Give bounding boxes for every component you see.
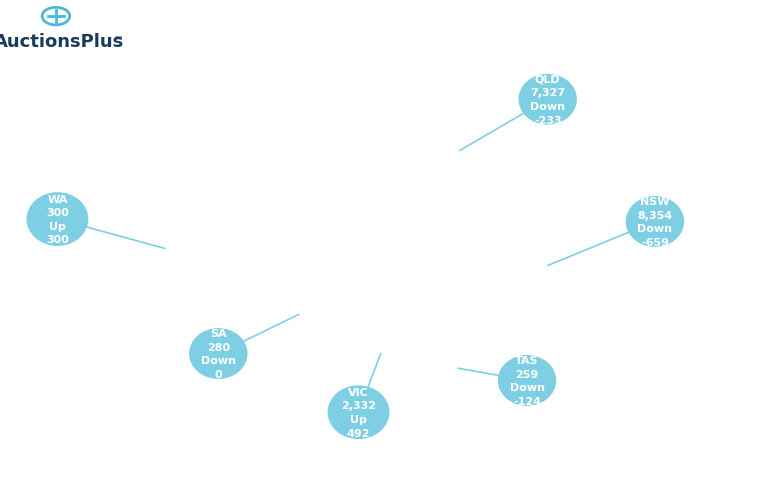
Text: AuctionsPlus: AuctionsPlus xyxy=(0,33,124,50)
Ellipse shape xyxy=(626,197,684,247)
Ellipse shape xyxy=(519,75,577,125)
Text: TAS
259
Down
-124: TAS 259 Down -124 xyxy=(509,355,545,406)
Text: SA
280
Down
0: SA 280 Down 0 xyxy=(201,328,236,379)
Text: QLD
7,327
Down
-233: QLD 7,327 Down -233 xyxy=(530,75,565,125)
Text: VIC
2,332
Up
492: VIC 2,332 Up 492 xyxy=(341,387,376,438)
Text: WA
300
Up
300: WA 300 Up 300 xyxy=(46,194,69,245)
Ellipse shape xyxy=(498,355,556,406)
Text: ™: ™ xyxy=(113,35,123,44)
Text: NSW
8,354
Down
-659: NSW 8,354 Down -659 xyxy=(637,197,673,247)
Ellipse shape xyxy=(27,193,88,246)
Ellipse shape xyxy=(189,328,247,379)
Ellipse shape xyxy=(328,386,389,439)
